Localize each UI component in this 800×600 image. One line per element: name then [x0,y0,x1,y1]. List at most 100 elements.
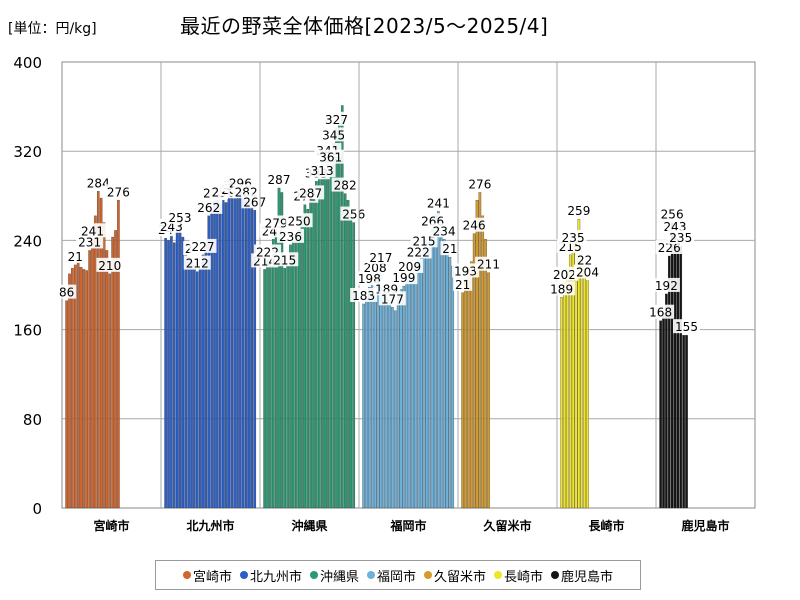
bar [408,274,411,509]
bar [484,239,487,509]
bar [190,261,193,509]
legend-marker [424,571,432,579]
bar [277,187,281,509]
bar [218,203,222,509]
data-label-bg [574,264,602,279]
data-label: 208 [364,261,387,275]
bar [475,200,479,509]
bar [461,292,464,509]
y-tick-label: 80 [23,411,42,429]
y-tick-label: 160 [13,322,42,340]
legend-label: 長崎市 [504,569,544,585]
bar [244,200,248,509]
bar [451,265,455,509]
bar [286,265,289,509]
bar [478,192,482,509]
bar [216,200,219,509]
bar [247,203,251,509]
bar [469,261,473,509]
data-label: 361 [319,151,342,165]
bar [96,191,100,509]
data-label-bg [241,194,269,209]
legend-marker [494,571,503,579]
bar [326,158,330,509]
data-label: 209 [398,260,421,274]
data-label-bg [551,266,579,281]
data-label: 183 [352,289,375,303]
bar [175,231,179,509]
data-label: 253 [169,211,192,225]
data-label-bg [350,287,378,302]
bar [224,202,228,509]
bar [207,215,211,509]
bar [382,290,386,509]
bar [68,273,71,509]
legend-item: 福岡市 [366,566,416,585]
data-label-bg [183,241,195,256]
data-label: 282 [334,179,357,193]
data-label-bg [460,217,488,232]
bar [241,194,245,509]
data-label: 246 [463,219,486,233]
data-label: 276 [107,185,130,199]
bar [368,287,371,509]
legend-marker [182,571,191,579]
data-label: 189 [550,282,573,296]
data-label: 276 [468,177,491,191]
bar [385,297,388,509]
legend-item: 久留米市 [424,566,486,585]
data-label: 284 [87,176,110,190]
data-label-bg [265,171,293,186]
data-label-bg [396,258,424,273]
legend-label: 北九州市 [249,569,302,585]
bar [362,303,365,509]
bar [230,195,234,509]
bar [679,245,683,509]
bar [94,215,97,509]
data-label: 168 [649,306,672,320]
bar [274,231,278,509]
bar [315,181,318,509]
bar [82,269,86,509]
data-label: 241 [427,196,450,210]
bar [411,268,414,509]
data-label: 21 [442,242,457,256]
bar [170,234,173,509]
bar [481,215,485,509]
bar [352,222,356,509]
bar [114,230,117,509]
bar [280,192,284,509]
data-label-bg [183,255,211,270]
bar [419,253,423,509]
bar [365,298,368,509]
bar [102,222,106,509]
data-label-bg [661,218,689,233]
data-label: 256 [342,208,365,222]
bar [187,256,190,509]
data-label: 327 [325,113,348,127]
bar [195,271,199,509]
data-label-bg [323,111,351,126]
bar [448,256,452,509]
chart-title: 最近の野菜全体価格[2023/5～2025/4] [180,14,549,38]
data-label: 256 [661,208,684,222]
bar [422,249,426,509]
data-label-bg [548,281,576,296]
bar [294,236,298,509]
data-label-bg [331,177,359,192]
bar [487,272,490,509]
data-label-bg [404,244,432,259]
bar [292,241,295,509]
data-label: 86 [59,286,74,300]
bar [416,260,420,509]
x-category-label: 長崎市 [588,518,624,533]
bar [665,293,668,509]
bar [566,268,569,509]
data-label-bg [320,127,348,142]
bar [117,200,120,509]
bar [88,250,91,509]
data-label: 235 [669,231,692,245]
bar [79,267,83,509]
bar [306,209,310,509]
data-label-bg [195,199,223,214]
